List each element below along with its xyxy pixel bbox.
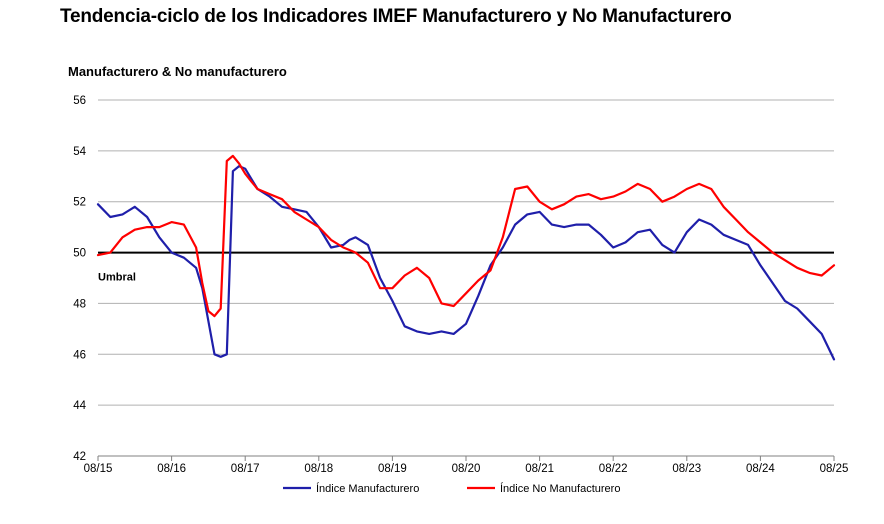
y-tick-label: 44 xyxy=(73,400,86,412)
x-tick-label: 08/25 xyxy=(820,463,849,475)
y-tick-label: 52 xyxy=(73,197,86,209)
x-tick-label: 08/24 xyxy=(746,463,775,475)
y-tick-label: 56 xyxy=(73,95,86,107)
x-tick-label: 08/19 xyxy=(378,463,407,475)
y-tick-label: 50 xyxy=(73,248,86,260)
x-tick-label: 08/20 xyxy=(452,463,481,475)
legend-label: Índice Manufacturero xyxy=(316,482,419,495)
y-tick-label: 54 xyxy=(73,146,86,158)
x-tick-label: 08/16 xyxy=(157,463,186,475)
x-tick-label: 08/17 xyxy=(231,463,260,475)
x-tick-label: 08/21 xyxy=(525,463,554,475)
x-tick-label: 08/18 xyxy=(304,463,333,475)
gridlines xyxy=(98,99,834,457)
x-tick-label: 08/23 xyxy=(672,463,701,475)
series-lines xyxy=(96,154,836,361)
threshold-label: Umbral xyxy=(98,272,136,284)
legend: Índice Manufacturero Índice No Manufactur… xyxy=(283,482,620,495)
threshold: Umbral xyxy=(98,251,834,284)
series-line-manufacturero xyxy=(96,165,836,361)
y-tick-label: 48 xyxy=(73,298,86,310)
y-tick-label: 46 xyxy=(73,349,86,361)
y-axis-ticks: 42 44 46 48 50 52 54 56 xyxy=(73,95,86,463)
y-tick-label: 42 xyxy=(73,451,86,463)
chart-title: Manufacturero & No manufacturero xyxy=(68,64,287,79)
x-axis-ticks: 08/15 08/16 08/17 08/18 08/19 08/20 08/21 08/22… xyxy=(84,456,849,475)
x-tick-label: 08/22 xyxy=(599,463,628,475)
legend-label: Índice No Manufacturero xyxy=(500,482,620,495)
series-line-no-manufacturero xyxy=(96,154,836,318)
x-tick-label: 08/15 xyxy=(84,463,113,475)
page-title: Tendencia-ciclo de los Indicadores IMEF … xyxy=(60,6,732,27)
